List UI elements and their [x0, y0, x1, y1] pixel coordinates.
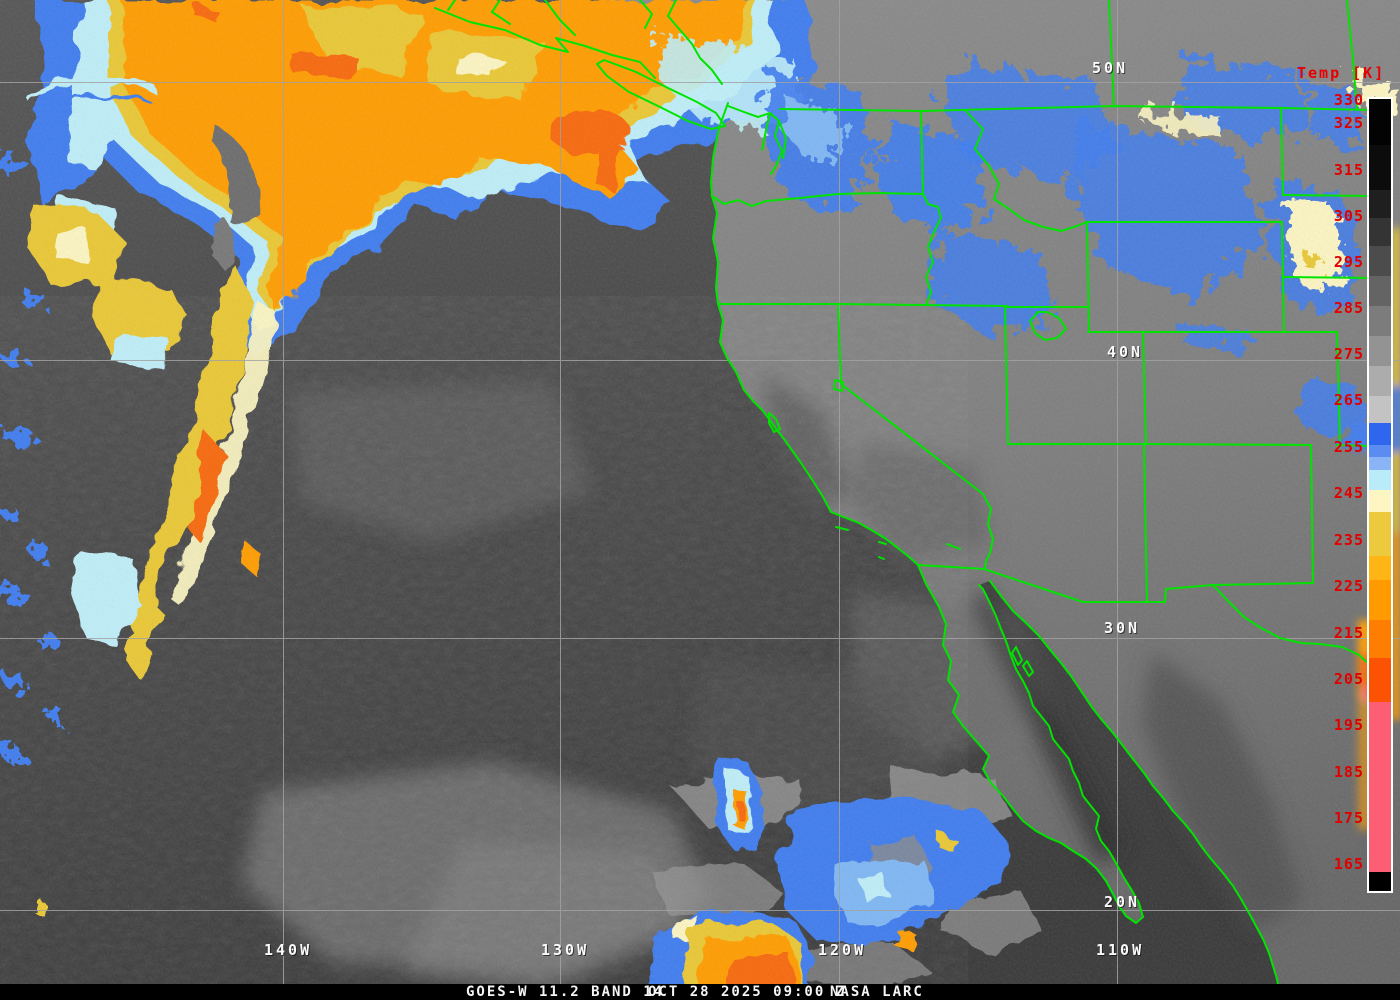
temp-label-235: 235	[1333, 531, 1364, 549]
temp-label-195: 195	[1333, 716, 1364, 734]
colorbar-segment	[1369, 620, 1391, 658]
temp-label-325: 325	[1333, 114, 1364, 132]
colorbar-gradient	[1369, 99, 1391, 891]
border-wa-id	[920, 110, 924, 195]
colorbar-segment	[1369, 145, 1391, 190]
san-francisco-bay	[768, 412, 781, 433]
caption-product: GOES-W 11.2 BAND 14	[466, 984, 665, 1000]
channel-islands	[835, 526, 961, 560]
border-us-mexico	[917, 564, 1214, 603]
caption-bar: GOES-W 11.2 BAND 14 OCT 28 2025 09:00 Z …	[0, 984, 1400, 1000]
caption-datetime: OCT 28 2025 09:00 Z	[648, 984, 847, 1000]
colorbar-segment	[1369, 658, 1391, 702]
lake-tahoe	[833, 379, 844, 392]
temp-label-305: 305	[1333, 207, 1364, 225]
temp-label-185: 185	[1333, 763, 1364, 781]
colorbar-segment	[1369, 556, 1391, 580]
temp-label-315: 315	[1333, 161, 1364, 179]
colorbar-segment	[1369, 702, 1391, 872]
temp-label-245: 245	[1333, 484, 1364, 502]
temp-label-225: 225	[1333, 577, 1364, 595]
bc-coast-inlets	[434, 0, 723, 85]
caption-credit: NASA LARC	[830, 984, 924, 1000]
puget-sound	[727, 105, 787, 175]
colorbar-segment	[1369, 99, 1391, 145]
colorbar-segment	[1369, 190, 1391, 218]
grid-label-110w: 110W	[1096, 941, 1145, 959]
border-sd-ne	[1282, 276, 1373, 279]
colorbar-segment	[1369, 396, 1391, 423]
grid-label-50n: 50N	[1092, 59, 1129, 77]
grid-label-40n: 40N	[1107, 343, 1144, 361]
colorbar-segment	[1369, 276, 1391, 306]
colorbar-segment	[1369, 470, 1391, 490]
border-wy-east	[1281, 221, 1285, 333]
border-nm-tx	[1212, 444, 1314, 586]
temp-label-265: 265	[1333, 391, 1364, 409]
border-id-mt	[965, 110, 1088, 232]
temp-label-205: 205	[1333, 670, 1364, 688]
grid-label-30n: 30N	[1104, 619, 1141, 637]
border-49n-us-canada	[779, 105, 1373, 112]
border-wa-or	[711, 192, 924, 207]
border-sk-mb	[1346, 0, 1358, 111]
colorado-river	[982, 493, 994, 569]
colorbar-segment	[1369, 366, 1391, 396]
border-wy-west	[1086, 221, 1090, 333]
colorbar-segment	[1369, 490, 1391, 512]
colorbar-segment	[1369, 336, 1391, 366]
gulf-islands	[1011, 646, 1034, 677]
temp-label-275: 275	[1333, 345, 1364, 363]
border-az-nm	[1143, 443, 1148, 603]
great-salt-lake	[1029, 311, 1067, 341]
vancouver-island	[596, 59, 726, 130]
border-ab-sk	[1108, 0, 1115, 108]
border-nv-ut	[1004, 305, 1009, 445]
temp-label-165: 165	[1333, 855, 1364, 873]
temp-label-285: 285	[1333, 299, 1364, 317]
border-or-id-snake-river	[922, 193, 942, 306]
colorbar-segment	[1369, 580, 1391, 620]
colorbar-segment	[1369, 423, 1391, 445]
temperature-colorbar	[1367, 97, 1393, 893]
pacific-coastline	[710, 102, 919, 566]
border-ca-nv	[837, 303, 984, 495]
border-mt-nd	[1280, 107, 1284, 196]
colorbar-segment	[1369, 457, 1391, 470]
border-ut-co	[1142, 331, 1147, 445]
temp-label-215: 215	[1333, 624, 1364, 642]
colorbar-segment	[1369, 218, 1391, 246]
temp-label-295: 295	[1333, 253, 1364, 271]
colorbar-segment	[1369, 445, 1391, 457]
grid-label-20n: 20N	[1104, 893, 1141, 911]
temp-label-255: 255	[1333, 438, 1364, 456]
baja-california-coast	[917, 564, 1144, 924]
grid-label-130w: 130W	[541, 941, 590, 959]
grid-label-140w: 140W	[264, 941, 313, 959]
border-co-east	[1336, 331, 1341, 445]
colorbar-segment	[1369, 246, 1391, 276]
border-nd-sd	[1282, 194, 1373, 197]
mexico-mainland-coast	[989, 580, 1282, 1000]
grid-label-120w: 120W	[818, 941, 867, 959]
border-layer	[434, 0, 1390, 1000]
colorbar-segment	[1369, 306, 1391, 336]
temp-label-330: 330	[1333, 91, 1364, 109]
colorbar-segment	[1369, 512, 1391, 556]
temp-scale-title: Temp [K]	[1297, 64, 1386, 82]
colorbar-segment	[1369, 872, 1391, 891]
temp-label-175: 175	[1333, 809, 1364, 827]
